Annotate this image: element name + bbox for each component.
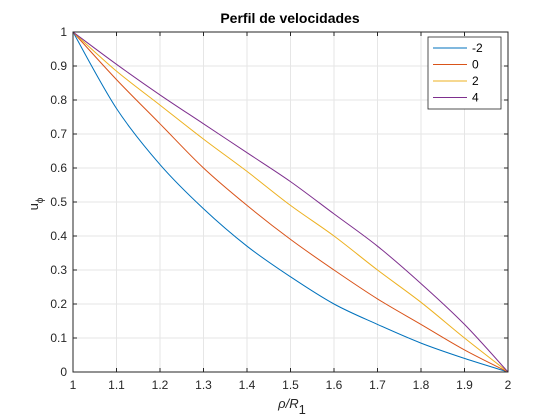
y-tick-label: 1 [60,25,67,39]
ticks [72,31,509,373]
x-tick-label: 1 [70,378,77,392]
x-tick-label: 1.6 [326,378,343,392]
y-tick-label: 0.9 [50,59,67,73]
legend-label--2: -2 [472,41,483,55]
x-tick-label: 1.8 [413,378,430,392]
legend-label-0: 0 [472,58,479,72]
x-tick-label: 1.4 [239,378,256,392]
legend: -2 0 2 4 [427,36,502,110]
y-tick-label: 0.1 [50,331,67,345]
x-tick-label: 1.1 [108,378,125,392]
series-line-4 [72,31,509,373]
x-tick-label: 1.7 [369,378,386,392]
series-line-0 [72,31,509,373]
y-tick-label: 0.5 [50,195,67,209]
x-axis-label-main: ρ/R [277,396,298,411]
x-tick-label: 2 [505,378,512,392]
y-axis-label-sub: ϕ [35,197,46,203]
x-axis-label: ρ/R1 [277,396,306,417]
x-tick-labels: 1 1.1 1.2 1.3 1.4 1.5 1.6 1.7 1.8 1.9 2 [70,378,512,392]
series-layer [72,31,509,373]
legend-label-4: 4 [472,91,479,105]
x-axis-label-sub: 1 [299,402,306,417]
y-tick-label: 0.7 [50,127,67,141]
y-tick-label: 0.2 [50,297,67,311]
y-axis-label-main: u [26,203,41,210]
series-line-2 [72,31,509,373]
y-tick-label: 0.4 [50,229,67,243]
y-tick-label: 0.6 [50,161,67,175]
series-line--2 [72,31,509,373]
y-axis-label: uϕ [26,197,46,210]
x-tick-label: 1.5 [282,378,299,392]
y-tick-label: 0 [60,365,67,379]
x-tick-label: 1.3 [195,378,212,392]
chart-title: Perfil de velocidades [220,10,359,26]
y-tick-labels: 0 0.1 0.2 0.3 0.4 0.5 0.6 0.7 0.8 0.9 1 [50,25,67,379]
x-tick-label: 1.2 [152,378,169,392]
x-tick-label: 1.9 [456,378,473,392]
legend-label-2: 2 [472,74,479,88]
y-tick-label: 0.8 [50,93,67,107]
y-tick-label: 0.3 [50,263,67,277]
